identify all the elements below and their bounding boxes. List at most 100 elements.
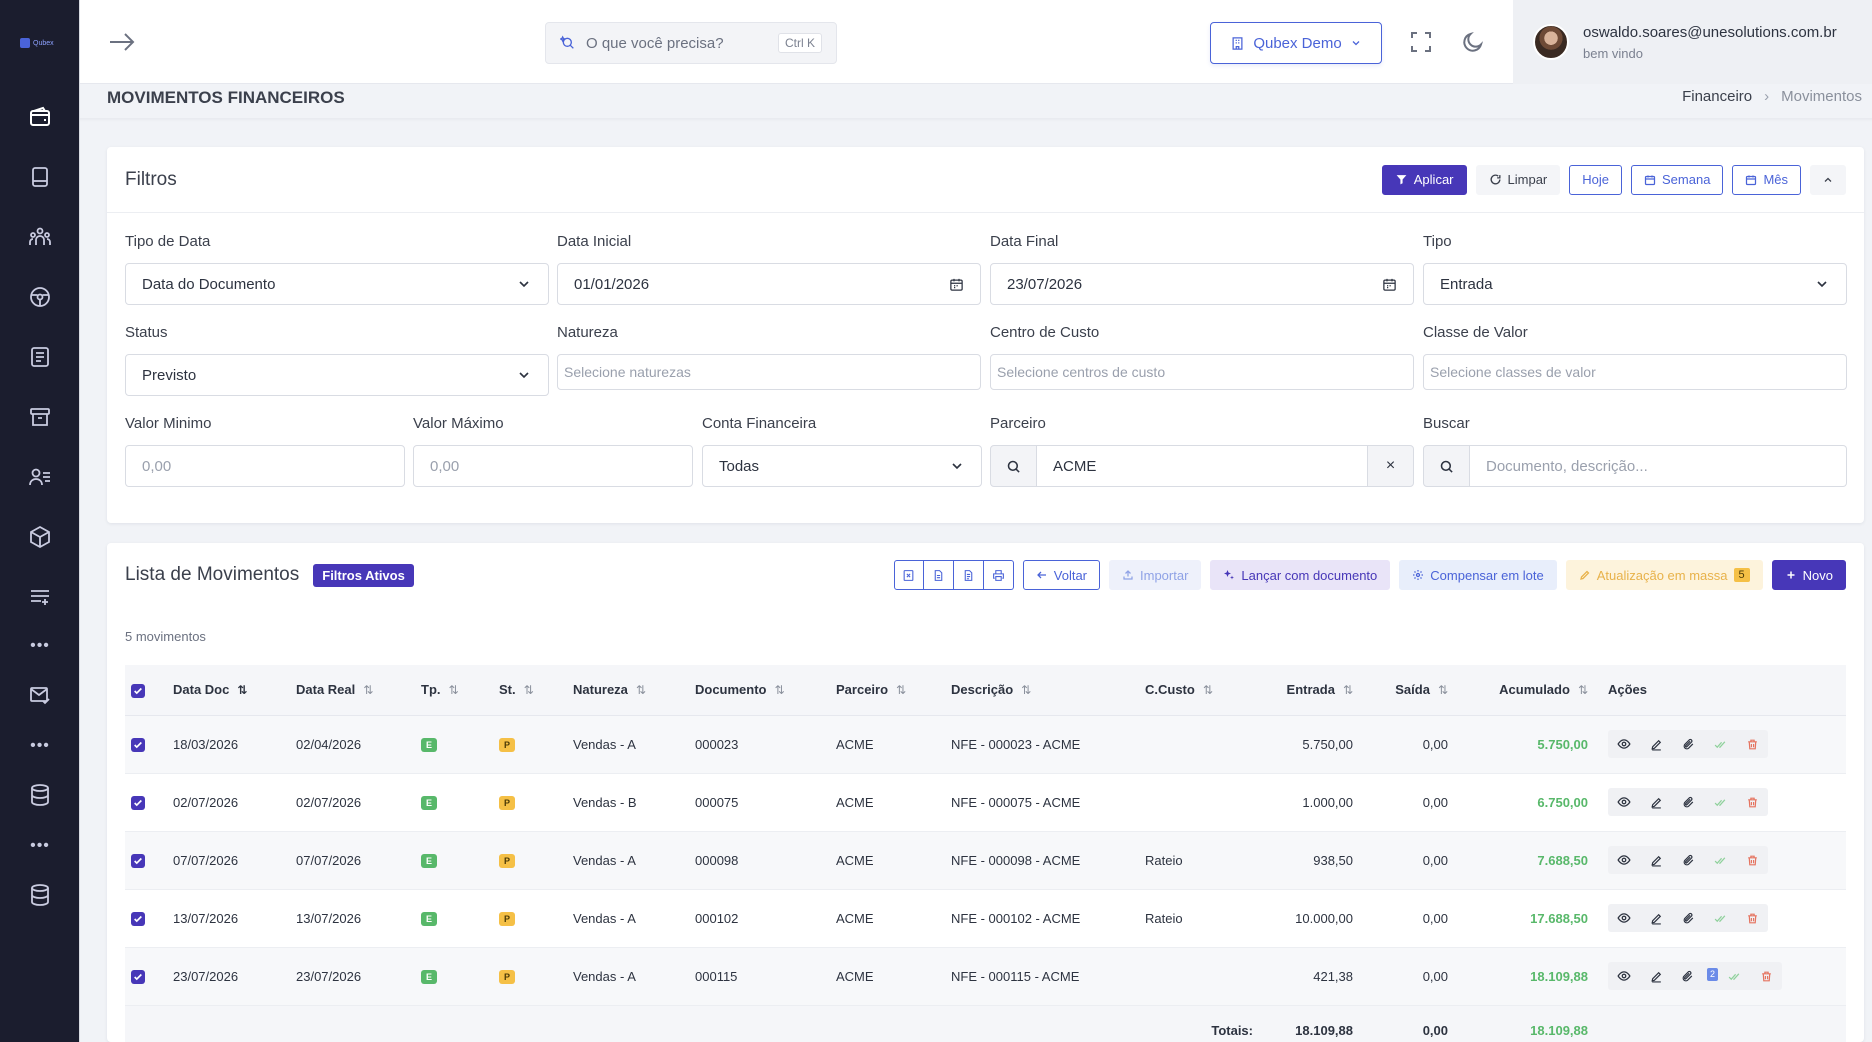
col-data-real[interactable]: Data Real ⇅ [290, 665, 415, 716]
col-st[interactable]: St. ⇅ [493, 665, 567, 716]
delete-button[interactable] [1750, 962, 1782, 990]
table-row[interactable]: 13/07/2026 13/07/2026 E P Vendas - A 000… [125, 889, 1846, 948]
sidebar-more-dots[interactable]: ••• [30, 837, 50, 854]
parceiro-search-addon[interactable] [990, 445, 1037, 487]
month-button[interactable]: Mês [1732, 164, 1801, 195]
centro-custo-multiselect[interactable]: Selecione centros de custo [990, 354, 1414, 390]
attachments-button[interactable]: 2 [1672, 962, 1718, 990]
row-select-cell[interactable] [125, 831, 167, 890]
col-documento[interactable]: Documento ⇅ [689, 665, 830, 716]
edit-button[interactable] [1640, 846, 1672, 874]
export-csv-button[interactable] [953, 560, 984, 590]
clear-filters-button[interactable]: Limpar [1475, 164, 1561, 195]
edit-button[interactable] [1640, 788, 1672, 816]
row-checkbox[interactable] [131, 737, 145, 752]
col-saida[interactable]: Saída ⇅ [1359, 665, 1454, 716]
row-checkbox[interactable] [131, 969, 145, 984]
edit-button[interactable] [1640, 904, 1672, 932]
sidebar-item-database-1[interactable] [0, 775, 80, 815]
table-row[interactable]: 02/07/2026 02/07/2026 E P Vendas - B 000… [125, 773, 1846, 832]
sidebar-item-book[interactable] [0, 157, 80, 197]
table-row[interactable]: 18/03/2026 02/04/2026 E P Vendas - A 000… [125, 715, 1846, 774]
user-menu[interactable]: oswaldo.soares@unesolutions.com.br bem v… [1513, 0, 1872, 84]
view-button[interactable] [1608, 730, 1640, 758]
col-natureza[interactable]: Natureza ⇅ [567, 665, 689, 716]
natureza-multiselect[interactable]: Selecione naturezas [557, 354, 981, 390]
tipo-data-select[interactable]: Data do Documento [125, 263, 549, 305]
approve-button[interactable] [1718, 962, 1750, 990]
sidebar-item-users[interactable] [0, 217, 80, 257]
attachments-button[interactable] [1672, 788, 1704, 816]
delete-button[interactable] [1736, 846, 1768, 874]
approve-button[interactable] [1704, 788, 1736, 816]
sidebar-item-archive[interactable] [0, 397, 80, 437]
buscar-search-addon[interactable] [1423, 445, 1470, 487]
status-select[interactable]: Previsto [125, 354, 549, 396]
new-movement-button[interactable]: Novo [1771, 560, 1846, 590]
row-select-cell[interactable] [125, 773, 167, 832]
export-excel-button[interactable] [893, 560, 924, 590]
menu-toggle-button[interactable] [108, 30, 136, 54]
table-row[interactable]: 07/07/2026 07/07/2026 E P Vendas - A 000… [125, 831, 1846, 890]
attachments-button[interactable] [1672, 904, 1704, 932]
row-checkbox[interactable] [131, 795, 145, 810]
sidebar-item-list-add[interactable] [0, 577, 80, 617]
tipo-select[interactable]: Entrada [1423, 263, 1847, 305]
sidebar-item-products[interactable] [0, 517, 80, 557]
delete-button[interactable] [1736, 788, 1768, 816]
back-button[interactable]: Voltar [1022, 560, 1101, 590]
valor-maximo-input[interactable]: 0,00 [413, 445, 693, 487]
valor-minimo-input[interactable]: 0,00 [125, 445, 405, 487]
col-acumulado[interactable]: Acumulado ⇅ [1454, 665, 1594, 716]
approve-button[interactable] [1704, 904, 1736, 932]
select-all-header[interactable] [125, 665, 167, 716]
approve-button[interactable] [1704, 846, 1736, 874]
row-select-cell[interactable] [125, 947, 167, 1006]
row-checkbox[interactable] [131, 911, 145, 926]
conta-financeira-select[interactable]: Todas [702, 445, 982, 487]
sidebar-item-steering[interactable] [0, 277, 80, 317]
week-button[interactable]: Semana [1631, 164, 1724, 195]
sidebar-item-database-2[interactable] [0, 875, 80, 915]
parceiro-clear-button[interactable]: × [1367, 445, 1414, 487]
row-select-cell[interactable] [125, 889, 167, 948]
table-row[interactable]: 23/07/2026 23/07/2026 E P Vendas - A 000… [125, 947, 1846, 1006]
dark-mode-toggle[interactable] [1461, 30, 1485, 54]
col-parceiro[interactable]: Parceiro ⇅ [830, 665, 945, 716]
parceiro-input[interactable]: ACME [1037, 445, 1367, 487]
company-select[interactable]: Qubex Demo [1210, 22, 1382, 64]
sidebar-item-contacts[interactable] [0, 457, 80, 497]
attachments-button[interactable] [1672, 846, 1704, 874]
col-ccusto[interactable]: C.Custo ⇅ [1139, 665, 1259, 716]
view-button[interactable] [1608, 904, 1640, 932]
import-button[interactable]: Importar [1109, 560, 1202, 590]
view-button[interactable] [1608, 962, 1640, 990]
col-descricao[interactable]: Descrição ⇅ [945, 665, 1139, 716]
data-final-input[interactable]: 23/07/2026 [990, 263, 1414, 305]
fullscreen-button[interactable] [1409, 30, 1433, 54]
attachments-button[interactable] [1672, 730, 1704, 758]
batch-compensate-button[interactable]: Compensar em lote [1399, 560, 1557, 590]
bulk-update-button[interactable]: Atualização em massa 5 [1565, 560, 1763, 590]
data-inicial-input[interactable]: 01/01/2026 [557, 263, 981, 305]
breadcrumb-item-financeiro[interactable]: Financeiro [1682, 88, 1753, 105]
select-all-checkbox[interactable] [131, 683, 145, 698]
calendar-icon[interactable] [1382, 277, 1397, 292]
sidebar-more-dots[interactable]: ••• [30, 737, 50, 754]
today-button[interactable]: Hoje [1569, 164, 1623, 195]
app-logo[interactable]: Qubex [20, 34, 60, 52]
edit-button[interactable] [1640, 962, 1672, 990]
buscar-input[interactable]: Documento, descrição... [1470, 445, 1847, 487]
col-entrada[interactable]: Entrada ⇅ [1259, 665, 1359, 716]
row-select-cell[interactable] [125, 715, 167, 774]
delete-button[interactable] [1736, 904, 1768, 932]
row-checkbox[interactable] [131, 853, 145, 868]
view-button[interactable] [1608, 788, 1640, 816]
col-data-doc[interactable]: Data Doc ⇅ [167, 665, 290, 716]
sidebar-item-mail[interactable] [0, 675, 80, 715]
collapse-filters-button[interactable] [1810, 164, 1846, 195]
sidebar-more-dots[interactable]: ••• [30, 637, 50, 654]
approve-button[interactable] [1704, 730, 1736, 758]
apply-filters-button[interactable]: Aplicar [1381, 164, 1467, 195]
classe-valor-multiselect[interactable]: Selecione classes de valor [1423, 354, 1847, 390]
